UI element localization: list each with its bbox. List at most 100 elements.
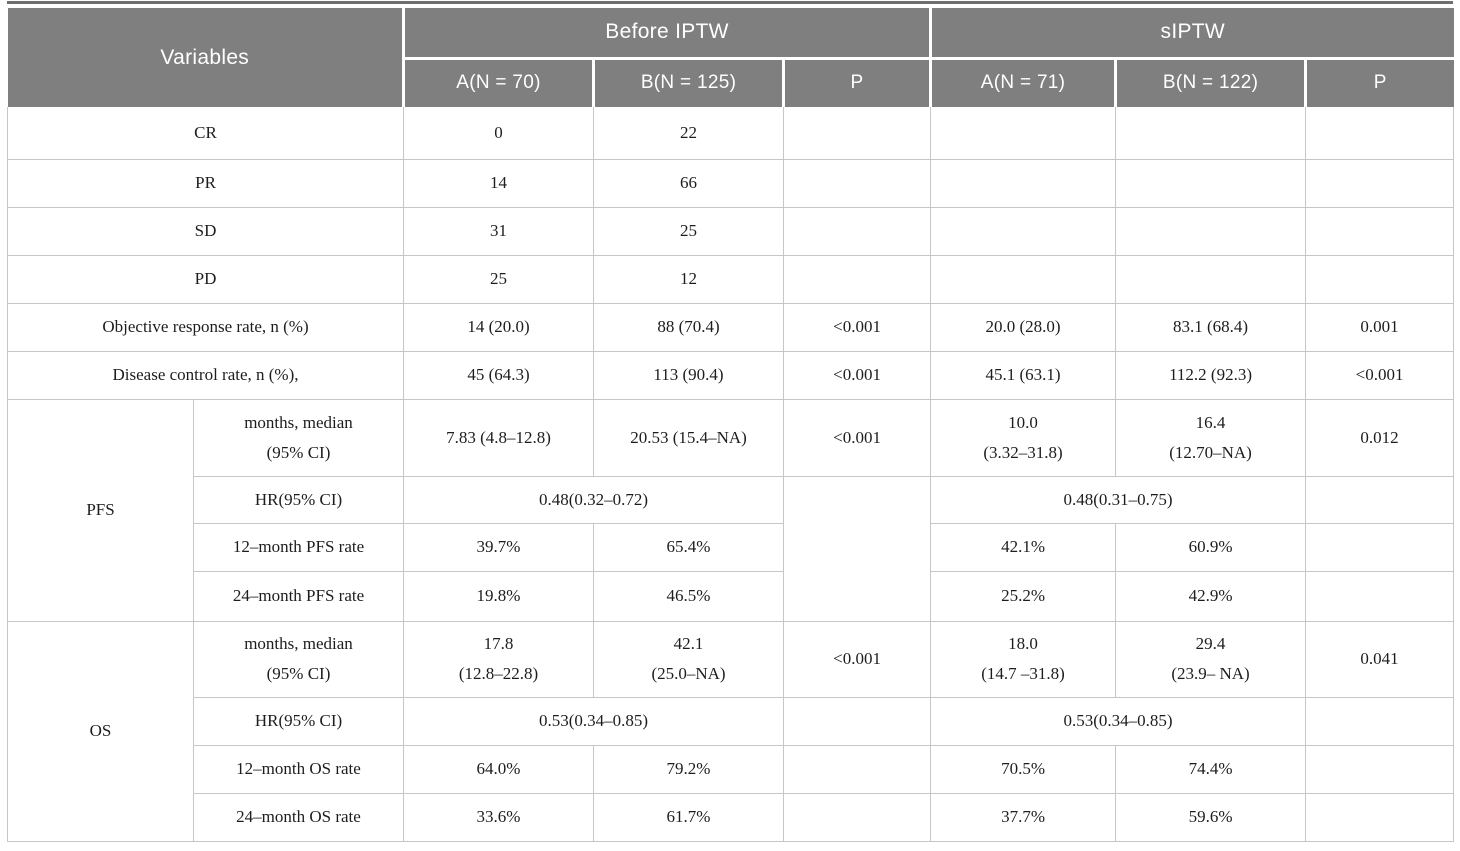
value-cell: 22: [593, 107, 785, 160]
value-cell: 42.1%: [930, 522, 1117, 572]
sublabel-line: months, median: [244, 412, 353, 432]
table-row-dcr: Disease control rate, n (%), 45 (64.3) 1…: [6, 350, 1455, 400]
value-cell: <0.001: [1305, 350, 1455, 400]
empty-p-cell: [783, 792, 932, 842]
value-cell: <0.001: [783, 398, 932, 477]
row-sublabel: HR(95% CI): [192, 475, 405, 524]
value-cell: 59.6%: [1115, 792, 1307, 842]
value-cell: [930, 158, 1117, 208]
value-cell: 65.4%: [593, 522, 785, 572]
value-cell: 20.53 (15.4–NA): [593, 398, 785, 477]
value-cell: 112.2 (92.3): [1115, 350, 1307, 400]
row-sublabel: 12–month PFS rate: [192, 522, 405, 572]
value-cell: 37.7%: [930, 792, 1117, 842]
col-group-before-iptw: Before IPTW: [403, 8, 933, 60]
value-cell: 66: [593, 158, 785, 208]
empty-p-cell: [1305, 792, 1455, 842]
value-cell: 0.001: [1305, 302, 1455, 352]
value-cell: [1305, 158, 1455, 208]
row-label: Disease control rate, n (%),: [6, 350, 405, 400]
value-cell: 0.041: [1305, 620, 1455, 698]
value-cell: [783, 254, 932, 304]
row-label: CR: [6, 107, 405, 160]
value-cell: 33.6%: [403, 792, 595, 842]
value-line: 16.4: [1195, 412, 1226, 432]
row-label: Objective response rate, n (%): [6, 302, 405, 352]
value-cell: [783, 158, 932, 208]
value-cell: <0.001: [783, 350, 932, 400]
table-row-os-12month: 12–month OS rate 64.0% 79.2% 70.5% 74.4%: [8, 744, 1455, 794]
value-line: (3.32–31.8): [983, 442, 1063, 462]
sublabel-line: (95% CI): [266, 442, 331, 462]
empty-p-cell: [1305, 570, 1455, 622]
value-cell: 46.5%: [593, 570, 785, 622]
col-group-siptw: sIPTW: [930, 8, 1454, 60]
value-cell: 25.2%: [930, 570, 1117, 622]
value-cell: 113 (90.4): [593, 350, 785, 400]
header-group-row: Variables Before IPTW sIPTW: [7, 8, 1454, 107]
table-row-pfs-months: PFS months, median (95% CI) 7.83 (4.8–12…: [7, 398, 1455, 622]
value-cell: 83.1 (68.4): [1115, 302, 1307, 352]
group-label-pfs: PFS: [7, 398, 194, 622]
value-cell: 29.4 (23.9– NA): [1115, 620, 1307, 698]
row-sublabel: months, median (95% CI): [192, 398, 405, 477]
value-cell: 0: [403, 107, 595, 160]
value-cell: 88 (70.4): [593, 302, 785, 352]
value-line: 29.4: [1195, 634, 1226, 653]
row-sublabel: 24–month OS rate: [192, 792, 405, 842]
value-cell: 42.1 (25.0–NA): [593, 620, 785, 698]
sublabel-line: (95% CI): [266, 664, 331, 683]
value-cell: [930, 254, 1117, 304]
col-header-before-p: P: [783, 58, 933, 107]
value-cell: 74.4%: [1115, 744, 1307, 794]
value-cell: 14 (20.0): [403, 302, 595, 352]
group-label-os: OS: [7, 620, 194, 842]
col-header-before-a: A(N = 70): [403, 58, 596, 107]
empty-p-cell: [783, 696, 932, 746]
table-row-pfs-24month: 24–month PFS rate 19.8% 46.5% 25.2% 42.9…: [8, 570, 1455, 622]
row-sublabel: HR(95% CI): [192, 696, 405, 746]
table-row-os-months: OS months, median (95% CI) 17.8 (12.8–22…: [7, 620, 1455, 842]
value-cell: [1305, 107, 1455, 160]
value-cell: 19.8%: [403, 570, 595, 622]
value-cell: 79.2%: [593, 744, 785, 794]
value-line: (23.9– NA): [1171, 664, 1250, 683]
outcomes-table: Variables Before IPTW sIPTW A(N = 70) B(…: [6, 8, 1455, 842]
value-cell: 70.5%: [930, 744, 1117, 794]
value-cell: [1305, 254, 1455, 304]
col-header-variables: Variables: [7, 8, 406, 107]
value-line: (14.7 –31.8): [981, 664, 1065, 683]
value-cell-merged: 0.48(0.31–0.75): [930, 475, 1307, 524]
value-cell: 61.7%: [593, 792, 785, 842]
value-cell: [930, 206, 1117, 256]
table-row-pd: PD 25 12: [6, 254, 1455, 304]
value-line: 18.0: [1008, 634, 1038, 653]
value-cell: 31: [403, 206, 595, 256]
value-cell: 64.0%: [403, 744, 595, 794]
table-row-pr: PR 14 66: [6, 158, 1455, 208]
empty-p-cell: [1305, 522, 1455, 572]
table-row-cr: CR 0 22: [6, 107, 1455, 160]
value-cell: [783, 107, 932, 160]
value-cell: 25: [593, 206, 785, 256]
value-cell: 60.9%: [1115, 522, 1307, 572]
col-header-siptw-b: B(N = 122): [1115, 58, 1308, 107]
value-line: (25.0–NA): [651, 664, 726, 683]
value-cell: 25: [403, 254, 595, 304]
value-cell: 12: [593, 254, 785, 304]
value-cell: [930, 107, 1117, 160]
table-row-os-24month: 24–month OS rate 33.6% 61.7% 37.7% 59.6%: [8, 792, 1455, 842]
value-cell-merged: 0.53(0.34–0.85): [403, 696, 785, 746]
value-cell: 39.7%: [403, 522, 595, 572]
col-header-siptw-p: P: [1305, 58, 1454, 107]
row-label: PR: [6, 158, 405, 208]
empty-p-cell: [783, 744, 932, 794]
table-row-sd: SD 31 25: [6, 206, 1455, 256]
value-cell: [783, 206, 932, 256]
value-cell: [1115, 158, 1307, 208]
value-cell: 10.0 (3.32–31.8): [930, 398, 1117, 477]
value-line: 42.1: [673, 634, 704, 653]
table-row-pfs-12month: 12–month PFS rate 39.7% 65.4% 42.1% 60.9…: [8, 522, 1455, 572]
empty-p-cell: [1305, 744, 1455, 794]
col-header-before-b: B(N = 125): [593, 58, 786, 107]
